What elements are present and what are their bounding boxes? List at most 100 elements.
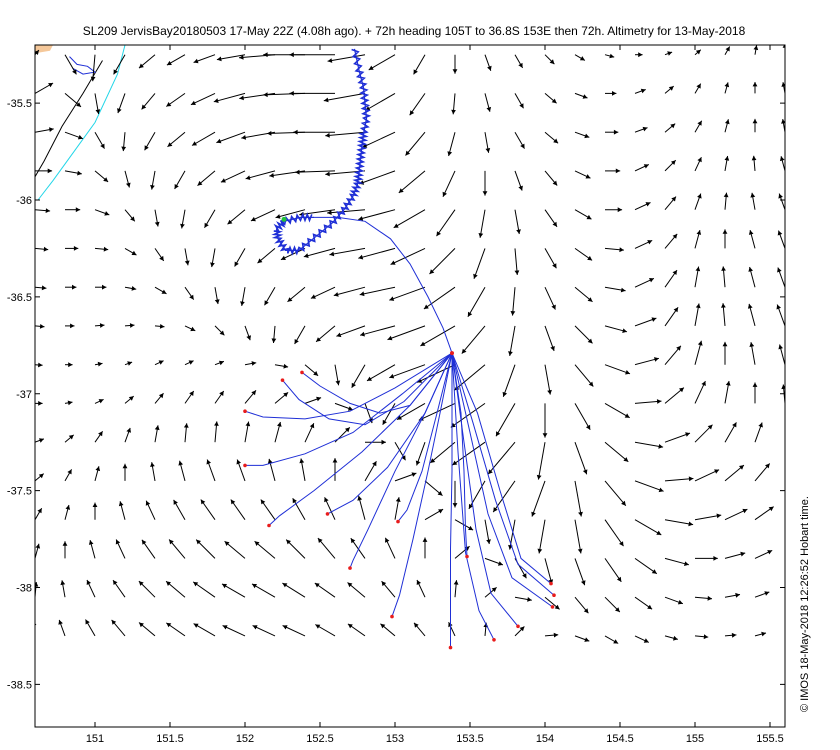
current-vector-head [647,240,653,245]
current-vector [35,49,40,56]
current-vector-head [329,251,335,257]
current-vector [694,83,702,94]
current-vector [754,506,774,521]
current-vector-head [685,432,690,437]
current-position-marker [281,216,287,222]
current-vector [154,425,160,443]
current-vector-head [131,250,137,256]
current-vector [531,480,546,517]
current-vector-head [39,324,45,329]
current-vector-head [351,382,356,388]
current-vector-head [782,45,785,48]
current-vector-head [735,592,740,598]
current-vector-head [587,255,593,261]
current-vector [327,209,366,215]
current-vector [782,45,785,55]
current-vector-head [668,86,674,91]
current-vector [574,442,588,475]
chart-title: SL209 JervisBay20180503 17-May 22Z (4.08… [83,24,746,38]
current-vector-head [554,604,560,610]
current-vector [604,402,630,419]
current-vector [238,54,276,60]
current-vector-head [461,348,467,354]
current-vector-shaft [512,287,516,316]
current-vector-head [347,582,353,588]
current-vector [544,364,552,395]
current-vector-head [751,155,757,161]
current-vector-head [246,335,251,341]
current-vector-head [317,538,323,543]
current-vector-head [252,625,258,630]
current-vector [634,441,664,449]
current-vector-shaft [366,364,396,382]
current-vector-shaft [299,209,336,216]
current-vector [635,52,643,58]
current-vector-head [35,50,39,55]
current-vector [473,248,486,279]
current-vector-head [537,548,543,554]
current-vector-head [126,182,131,188]
current-vector [150,462,156,481]
current-vector-head [381,581,387,587]
current-vector [694,469,720,482]
current-vector-head [39,438,44,443]
current-vector-head [467,311,473,317]
current-vector [784,596,785,598]
current-vector-head [295,169,300,175]
current-vector-head [617,207,623,213]
current-vector-head [190,100,196,105]
current-vector [65,323,75,329]
current-vector-head [98,399,104,404]
current-vector-head [359,291,365,297]
current-vector [574,519,583,554]
current-vector-head [310,294,316,299]
current-vector-head [88,540,94,545]
current-vector-head [138,581,144,586]
current-vector-head [293,129,298,135]
forecast-track-line [349,352,453,569]
current-vector [544,286,556,310]
current-vector [574,635,590,642]
current-vector-head [767,550,773,555]
current-vector-shaft [574,403,591,431]
current-vector [124,247,137,256]
current-vector [429,441,456,464]
current-vector-head [327,58,333,63]
current-vector-shaft [192,581,216,598]
x-tick-label: 154.5 [606,733,634,745]
current-vector-head [260,499,266,505]
current-vector [484,93,492,112]
current-vector-head [781,82,785,87]
current-vector [64,504,71,520]
current-vector-head [158,360,164,365]
current-vector-head [70,323,75,329]
current-vector-head [697,193,702,199]
current-vector-head [411,472,417,477]
current-vector [35,82,54,94]
current-vector-head [695,303,701,309]
current-vector-shaft [604,441,629,463]
current-vector [436,209,456,237]
forecast-endpoint-marker [267,523,271,528]
current-vector-shaft [303,247,336,258]
current-vector-head [679,387,684,393]
current-vector [86,579,96,598]
current-vector-head [522,573,527,579]
current-vector-shaft [420,325,456,347]
current-vector-shaft [492,480,516,513]
current-vector-head [695,266,701,272]
current-vector [390,247,426,265]
credit-text: © IMOS 18-May-2018 12:26:52 Hobart time. [799,496,811,712]
current-vector [94,323,105,328]
current-vector-head [184,260,190,266]
current-vector [748,266,756,288]
current-vector [195,539,216,559]
current-vector [574,54,586,61]
current-vector-head [267,131,272,136]
current-vector-head [126,427,131,433]
current-vector-head [582,469,588,475]
current-vector-head [423,304,429,309]
current-vector-shaft [191,131,216,146]
current-vector-shaft [216,131,246,144]
